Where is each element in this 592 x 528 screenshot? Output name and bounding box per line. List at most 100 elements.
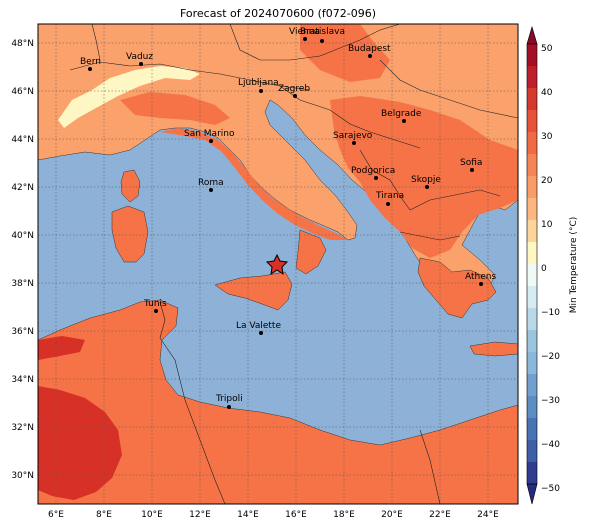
city-dot [320, 39, 324, 43]
lat-tick-label: 38°N [11, 279, 34, 289]
colorbar-bin [527, 440, 537, 462]
city-dot [470, 168, 474, 172]
city-markers: Bern Vaduz Vienna Bratislava Budapest Lj… [80, 27, 496, 409]
colorbar-bin [527, 286, 537, 308]
city-label: Bern [80, 57, 101, 67]
city-dot [386, 202, 390, 206]
lat-axis: 48°N 46°N 44°N 42°N 40°N 38°N 36°N 34°N … [11, 39, 34, 481]
city-dot [259, 89, 263, 93]
colorbar-bin [527, 242, 537, 264]
city-label: Tripoli [215, 394, 243, 404]
lon-tick-label: 24°E [477, 510, 499, 520]
city-dot [374, 176, 378, 180]
colorbar-tick-label: 50 [541, 44, 553, 54]
lon-axis: 6°E 8°E 10°E 12°E 14°E 16°E 18°E 20°E 22… [48, 510, 499, 520]
city-label: Ljubljana [238, 78, 279, 88]
colorbar-tick-label: −20 [541, 352, 560, 362]
warm-band [160, 128, 348, 240]
city-label: Vaduz [126, 52, 153, 62]
colorbar-ticks: 50 40 30 20 10 0 −10 −20 −30 −40 −50 [541, 44, 560, 494]
lat-tick-label: 42°N [11, 183, 34, 193]
colorbar-min-arrow [526, 483, 538, 505]
lon-tick-label: 8°E [96, 510, 112, 520]
lon-tick-label: 20°E [381, 510, 403, 520]
lon-tick-label: 22°E [429, 510, 451, 520]
colorbar-bin [527, 110, 537, 132]
greece [417, 257, 497, 319]
city-dot [402, 119, 406, 123]
country-borders [69, 24, 518, 504]
colorbar-tick-label: 10 [541, 220, 553, 230]
colorbar-tick-label: −10 [541, 308, 560, 318]
colorbar-tick-label: −40 [541, 440, 560, 450]
event-star-marker [265, 253, 289, 276]
city-label: Belgrade [381, 109, 422, 119]
city-dot [154, 309, 158, 313]
lat-tick-label: 32°N [11, 423, 34, 433]
lat-tick-label: 46°N [11, 87, 34, 97]
city-dot [227, 405, 231, 409]
city-label: Roma [198, 178, 224, 188]
city-label: La Valette [236, 321, 281, 331]
colorbar-bin [527, 462, 537, 484]
colorbar-bin [527, 154, 537, 176]
city-dot [139, 62, 143, 66]
crete [469, 341, 518, 357]
colorbar-bin [527, 44, 537, 66]
city-label: Skopje [411, 175, 441, 185]
lon-tick-label: 10°E [141, 510, 163, 520]
city-label: Budapest [348, 44, 391, 54]
africa-hot-2 [38, 336, 85, 360]
colorbar-tick-label: 30 [541, 132, 553, 142]
lon-tick-label: 16°E [285, 510, 307, 520]
city-dot [352, 141, 356, 145]
city-dot [368, 54, 372, 58]
colorbar-bin [527, 352, 537, 374]
city-label: Tirana [375, 191, 404, 201]
sardinia [111, 205, 149, 263]
city-label: Bratislava [300, 27, 345, 37]
lat-tick-label: 44°N [11, 135, 34, 145]
city-dot [425, 185, 429, 189]
balkan-warm [330, 96, 518, 258]
africa-hot [38, 386, 122, 500]
colorbar-bin [527, 132, 537, 154]
lon-tick-label: 14°E [237, 510, 259, 520]
city-dot [209, 139, 213, 143]
city-label: Sarajevo [333, 131, 373, 141]
city-label: Zagreb [278, 84, 310, 94]
city-label: Tunis [143, 299, 167, 309]
city-label: Vienna [289, 27, 320, 37]
north-warm [300, 24, 390, 82]
po-valley-warm [120, 92, 230, 125]
calabria [295, 229, 327, 275]
city-label: San Marino [184, 129, 235, 139]
colorbar-frame [526, 43, 538, 485]
lat-tick-label: 34°N [11, 375, 34, 385]
lat-tick-label: 48°N [11, 39, 34, 49]
city-dot [88, 67, 92, 71]
corsica [120, 169, 141, 203]
city-dot [259, 331, 263, 335]
colorbar-tick-label: 40 [541, 88, 553, 98]
colorbar-bin [527, 330, 537, 352]
lat-tick-label: 30°N [11, 471, 34, 481]
sicily [214, 271, 293, 311]
alps-cool [58, 66, 200, 128]
graticule [38, 24, 518, 504]
colorbar [526, 25, 538, 505]
colorbar-bin [527, 374, 537, 396]
colorbar-tick-label: −50 [541, 484, 560, 494]
city-label: Podgorica [351, 166, 395, 176]
colorbar-tick-label: 0 [541, 264, 547, 274]
map-title: Forecast of 2024070600 (f072-096) [179, 7, 377, 20]
colorbar-bin [527, 198, 537, 220]
colorbar-tick-label: 20 [541, 176, 553, 186]
city-label: Sofia [460, 158, 482, 168]
colorbar-bin [527, 66, 537, 88]
lat-tick-label: 40°N [11, 231, 34, 241]
colorbar-label: Min Temperature (°C) [569, 217, 579, 314]
city-label: Athens [465, 272, 496, 282]
colorbar-bin [527, 264, 537, 286]
colorbar-bin [527, 220, 537, 242]
